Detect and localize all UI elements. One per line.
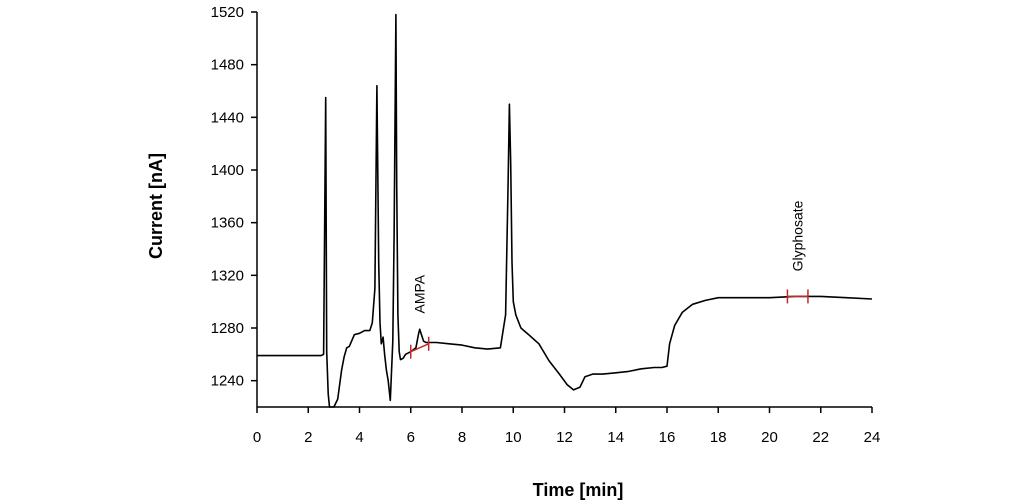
x-tick-label-8: 8 [458,429,466,446]
y-axis-title: Current [nA] [146,153,166,259]
x-tick-label-12: 12 [556,429,573,446]
x-tick-label-0: 0 [253,429,261,446]
series-line-0 [257,13,873,408]
series-layer [257,13,873,408]
y-tick-label-1280: 1280 [211,320,244,337]
y-tick-label-1240: 1240 [211,373,244,390]
glyphosate-label: Glyphosate [790,200,806,271]
y-tick-label-1360: 1360 [211,215,244,232]
x-tick-label-14: 14 [607,429,624,446]
y-tick-label-1480: 1480 [211,57,244,74]
x-tick-label-22: 22 [812,429,829,446]
annotation-layer: AMPA Glyphosate [410,200,809,359]
ampa-baseline [410,343,429,353]
x-tick-label-16: 16 [659,429,676,446]
x-tick-label-24: 24 [864,429,881,446]
x-tick-label-4: 4 [355,429,363,446]
x-tick-label-20: 20 [761,429,778,446]
x-tick-label-2: 2 [304,429,312,446]
axes [256,12,872,408]
x-tick-label-18: 18 [710,429,727,446]
x-ticks: 0 2 4 6 8 10 12 14 16 18 20 22 24 [253,407,881,446]
y-tick-label-1520: 1520 [211,4,244,21]
ampa-label: AMPA [412,274,428,313]
y-ticks: 1240 1280 1320 1360 1400 1440 1480 1520 [211,4,257,390]
y-tick-label-1440: 1440 [211,109,244,126]
y-tick-label-1400: 1400 [211,162,244,179]
x-tick-label-10: 10 [505,429,522,446]
y-tick-label-1320: 1320 [211,267,244,284]
x-axis-title: Time [min] [533,480,624,500]
x-tick-label-6: 6 [407,429,415,446]
